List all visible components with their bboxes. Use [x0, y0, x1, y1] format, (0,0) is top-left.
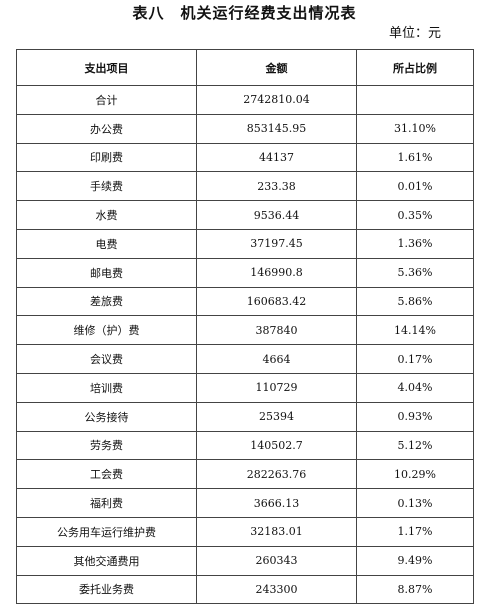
expense-item-cell: 劳务费: [16, 430, 197, 461]
header-ratio: 所占比例: [356, 49, 474, 86]
amount-cell: 32183.01: [196, 516, 357, 547]
ratio-cell: 5.12%: [356, 430, 474, 461]
expense-item-cell: 手续费: [16, 171, 197, 202]
ratio-cell: 5.36%: [356, 257, 474, 288]
table-row: 劳务费 140502.7 5.12%: [16, 430, 474, 461]
ratio-cell: [356, 85, 474, 115]
ratio-cell: 14.14%: [356, 315, 474, 346]
expense-item-cell: 电费: [16, 228, 197, 259]
header-amount: 金额: [196, 49, 357, 86]
table-row: 培训费 110729 4.04%: [16, 372, 474, 403]
table-row: 委托业务费 243300 8.87%: [16, 574, 474, 604]
amount-cell: 387840: [196, 315, 357, 346]
expense-item-cell: 邮电费: [16, 257, 197, 288]
ratio-cell: 0.35%: [356, 200, 474, 230]
ratio-cell: 0.17%: [356, 344, 474, 374]
table-row: 手续费 233.38 0.01%: [16, 171, 474, 202]
ratio-cell: 0.01%: [356, 171, 474, 202]
header-item: 支出项目: [16, 49, 197, 86]
amount-cell: 37197.45: [196, 228, 357, 259]
ratio-cell: 1.17%: [356, 516, 474, 547]
table-row: 印刷费 44137 1.61%: [16, 142, 474, 173]
table-row: 公务用车运行维护费 32183.01 1.17%: [16, 516, 474, 547]
amount-cell: 2742810.04: [196, 85, 357, 115]
expense-item-cell: 合计: [16, 85, 197, 115]
expense-item-cell: 工会费: [16, 459, 197, 490]
unit-label: 单位：元: [388, 26, 441, 41]
ratio-cell: 0.93%: [356, 401, 474, 432]
table-row: 工会费 282263.76 10.29%: [16, 459, 474, 490]
amount-cell: 4664: [196, 344, 357, 374]
ratio-cell: 1.36%: [356, 228, 474, 259]
amount-cell: 260343: [196, 545, 357, 576]
table-body: 合计 2742810.04 办公费 853145.95 31.10% 印刷费 44137 1.…: [16, 85, 474, 604]
amount-cell: 110729: [196, 372, 357, 403]
amount-cell: 140502.7: [196, 430, 357, 461]
amount-cell: 44137: [196, 142, 357, 173]
expense-item-cell: 福利费: [16, 488, 197, 518]
table-row: 合计 2742810.04: [16, 85, 474, 115]
amount-cell: 243300: [196, 574, 357, 604]
table-row: 会议费 4664 0.17%: [16, 344, 474, 374]
ratio-cell: 4.04%: [356, 372, 474, 403]
amount-cell: 3666.13: [196, 488, 357, 518]
table-row: 差旅费 160683.42 5.86%: [16, 286, 474, 317]
expense-item-cell: 公务接待: [16, 401, 197, 432]
table-title: 表八 机关运行经费支出情况表: [132, 4, 357, 22]
table-row: 电费 37197.45 1.36%: [16, 228, 474, 259]
amount-cell: 853145.95: [196, 113, 357, 144]
ratio-cell: 31.10%: [356, 113, 474, 144]
amount-cell: 282263.76: [196, 459, 357, 490]
table-row: 水费 9536.44 0.35%: [16, 200, 474, 230]
table-row: 公务接待 25394 0.93%: [16, 401, 474, 432]
expense-item-cell: 公务用车运行维护费: [16, 516, 197, 547]
amount-cell: 9536.44: [196, 200, 357, 230]
expense-item-cell: 其他交通费用: [16, 545, 197, 576]
table-row: 福利费 3666.13 0.13%: [16, 488, 474, 518]
table-row: 其他交通费用 260343 9.49%: [16, 545, 474, 576]
expense-item-cell: 委托业务费: [16, 574, 197, 604]
expense-item-cell: 培训费: [16, 372, 197, 403]
amount-cell: 233.38: [196, 171, 357, 202]
amount-cell: 160683.42: [196, 286, 357, 317]
ratio-cell: 0.13%: [356, 488, 474, 518]
expense-item-cell: 印刷费: [16, 142, 197, 173]
expense-item-cell: 会议费: [16, 344, 197, 374]
ratio-cell: 9.49%: [356, 545, 474, 576]
ratio-cell: 1.61%: [356, 142, 474, 173]
amount-cell: 25394: [196, 401, 357, 432]
ratio-cell: 10.29%: [356, 459, 474, 490]
ratio-cell: 5.86%: [356, 286, 474, 317]
table-row: 办公费 853145.95 31.10%: [16, 113, 474, 144]
table-row: 邮电费 146990.8 5.36%: [16, 257, 474, 288]
expense-item-cell: 维修（护）费: [16, 315, 197, 346]
expense-item-cell: 办公费: [16, 113, 197, 144]
expense-table: 支出项目 金额 所占比例 合计 2742810.04 办公费 853145.95 31.…: [16, 49, 474, 604]
expense-item-cell: 水费: [16, 200, 197, 230]
header-row: 支出项目 金额 所占比例: [16, 49, 474, 86]
expense-item-cell: 差旅费: [16, 286, 197, 317]
table-row: 维修（护）费 387840 14.14%: [16, 315, 474, 346]
amount-cell: 146990.8: [196, 257, 357, 288]
